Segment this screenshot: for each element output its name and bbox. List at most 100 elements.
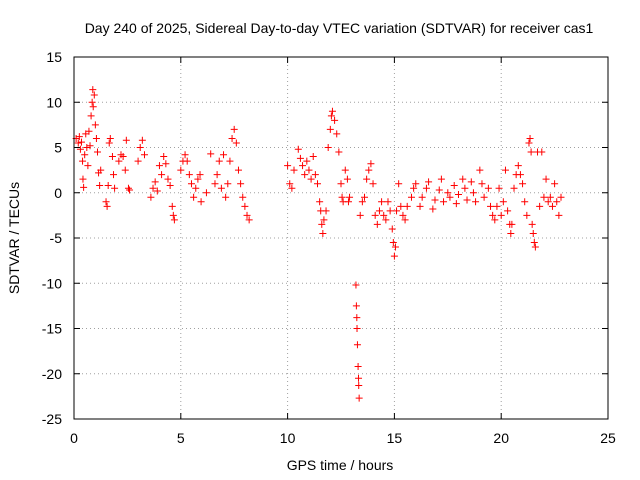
data-point bbox=[399, 211, 407, 219]
data-point bbox=[115, 157, 123, 165]
data-point bbox=[122, 136, 130, 144]
data-point bbox=[395, 180, 403, 188]
data-point bbox=[538, 148, 546, 156]
data-point bbox=[241, 202, 249, 210]
data-point bbox=[311, 171, 319, 179]
data-point bbox=[388, 225, 396, 233]
x-axis-label: GPS time / hours bbox=[287, 457, 394, 473]
data-point bbox=[87, 112, 95, 120]
data-point bbox=[542, 175, 550, 183]
data-point bbox=[220, 151, 228, 159]
data-point bbox=[119, 153, 127, 161]
data-point bbox=[232, 139, 240, 147]
data-point bbox=[288, 184, 296, 192]
data-point bbox=[382, 216, 390, 224]
data-point bbox=[222, 193, 230, 201]
data-point bbox=[224, 180, 232, 188]
data-point bbox=[555, 211, 563, 219]
data-point bbox=[90, 91, 98, 99]
data-point bbox=[226, 157, 234, 165]
data-point bbox=[467, 178, 475, 186]
data-point bbox=[164, 175, 172, 183]
data-point bbox=[510, 184, 518, 192]
x-tick-label: 0 bbox=[70, 430, 78, 446]
data-point bbox=[138, 136, 146, 144]
data-point bbox=[318, 220, 326, 228]
data-point bbox=[76, 145, 84, 153]
data-point bbox=[516, 171, 524, 179]
data-point bbox=[89, 103, 97, 111]
data-point bbox=[461, 184, 469, 192]
data-point bbox=[149, 184, 157, 192]
data-point bbox=[393, 207, 401, 215]
data-point bbox=[551, 180, 559, 188]
data-point bbox=[89, 86, 97, 94]
data-point bbox=[294, 145, 302, 153]
data-point bbox=[108, 153, 116, 161]
data-point bbox=[352, 281, 360, 289]
y-axis-label: SDTVAR / TECUs bbox=[6, 182, 22, 294]
data-point bbox=[367, 160, 375, 168]
data-point bbox=[529, 229, 537, 237]
data-point bbox=[192, 184, 200, 192]
data-point bbox=[105, 139, 113, 147]
y-tick-label: 15 bbox=[46, 49, 62, 65]
data-point bbox=[369, 180, 377, 188]
data-point bbox=[126, 186, 134, 194]
data-point bbox=[401, 216, 409, 224]
data-point bbox=[319, 229, 327, 237]
data-point bbox=[526, 134, 534, 142]
data-point bbox=[228, 134, 236, 142]
y-tick-label: -10 bbox=[42, 275, 62, 291]
data-point bbox=[134, 157, 142, 165]
data-point bbox=[478, 180, 486, 188]
x-tick-label: 25 bbox=[600, 430, 616, 446]
chart-title: Day 240 of 2025, Sidereal Day-to-day VTE… bbox=[85, 20, 594, 36]
data-point bbox=[103, 202, 111, 210]
data-point bbox=[181, 151, 189, 159]
data-point bbox=[346, 193, 354, 201]
data-point bbox=[363, 175, 371, 183]
data-point bbox=[91, 121, 99, 129]
y-tick-label: -15 bbox=[42, 321, 62, 337]
data-point bbox=[390, 252, 398, 260]
data-point bbox=[320, 216, 328, 224]
data-point bbox=[243, 211, 251, 219]
data-point bbox=[493, 202, 501, 210]
data-point bbox=[378, 198, 386, 206]
data-point bbox=[286, 180, 294, 188]
x-tick-label: 5 bbox=[177, 430, 185, 446]
data-point bbox=[507, 229, 515, 237]
data-point bbox=[136, 144, 144, 151]
data-point bbox=[356, 211, 364, 219]
data-point bbox=[384, 198, 392, 206]
y-tick-label: -5 bbox=[50, 230, 63, 246]
data-point bbox=[386, 207, 394, 215]
data-point bbox=[519, 180, 527, 188]
data-point bbox=[454, 191, 462, 199]
data-point bbox=[548, 202, 556, 210]
data-point bbox=[521, 198, 529, 206]
data-point bbox=[373, 220, 381, 228]
data-point bbox=[365, 166, 373, 174]
data-point bbox=[196, 171, 204, 179]
y-tick-label: -20 bbox=[42, 366, 62, 382]
data-point bbox=[523, 211, 531, 219]
data-point bbox=[380, 211, 388, 219]
data-point bbox=[190, 193, 198, 201]
data-point bbox=[530, 239, 538, 247]
data-point bbox=[397, 202, 405, 210]
y-tick-label: 0 bbox=[54, 185, 62, 201]
x-tick-label: 10 bbox=[280, 430, 296, 446]
data-point bbox=[333, 130, 341, 138]
data-point bbox=[234, 166, 242, 174]
data-point bbox=[155, 162, 163, 170]
data-point bbox=[352, 302, 360, 310]
data-point bbox=[106, 134, 114, 142]
data-point bbox=[463, 196, 471, 204]
data-point bbox=[412, 180, 420, 188]
data-point bbox=[540, 193, 548, 201]
axis-ticks: 0 5 10 15 20 25 -25 -20 -15 -10 -5 0 5 10 15 bbox=[42, 49, 616, 446]
data-point bbox=[217, 184, 225, 192]
